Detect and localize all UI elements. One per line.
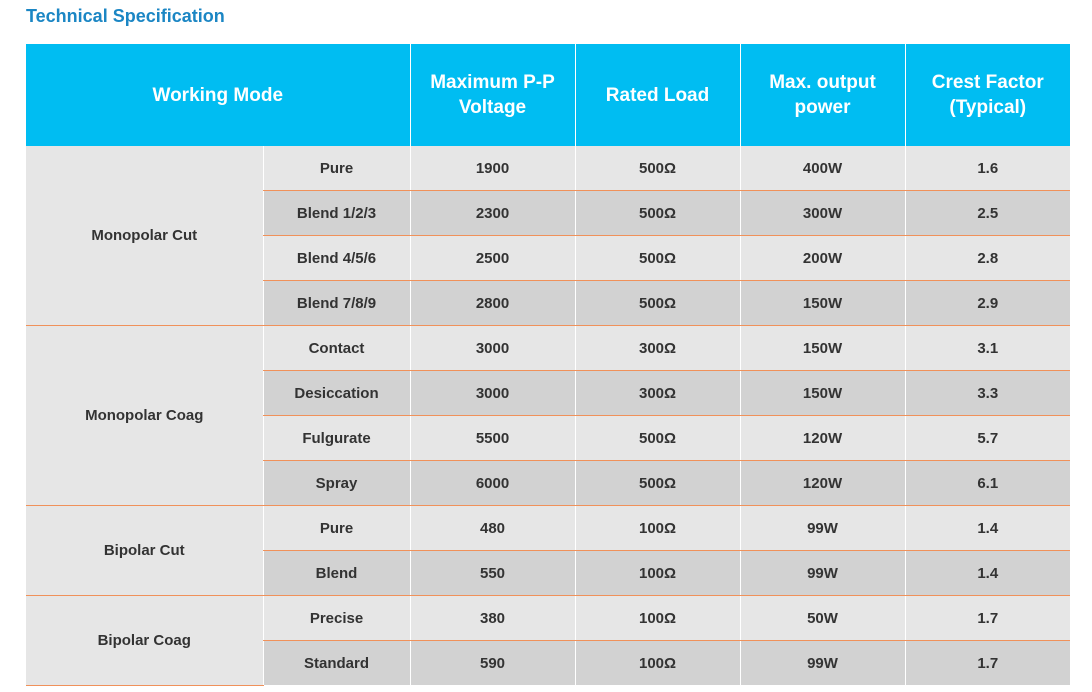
table-row: Desiccation 3000 300Ω 150W 3.3 bbox=[26, 370, 1071, 416]
value-cell: 6000 bbox=[409, 460, 576, 506]
value-cell: 2500 bbox=[409, 235, 576, 281]
table-row: Blend 550 100Ω 99W 1.4 bbox=[26, 550, 1071, 596]
value-cell: 150W bbox=[739, 280, 906, 326]
value-cell: 400W bbox=[739, 146, 906, 191]
value-cell: 1.7 bbox=[904, 640, 1071, 685]
mode-cell: Blend bbox=[262, 550, 411, 596]
value-cell: 3.1 bbox=[904, 325, 1071, 371]
title: Technical Specification bbox=[26, 6, 225, 26]
value-cell: 5500 bbox=[409, 415, 576, 461]
column-header: Crest Factor (Typical) bbox=[904, 44, 1071, 146]
table-row: Monopolar Coag Contact 3000 300Ω 150W 3.1 bbox=[26, 325, 1071, 506]
table-row: Spray 6000 500Ω 120W 6.1 bbox=[26, 460, 1071, 506]
value-cell: 550 bbox=[409, 550, 576, 596]
header-row: Working Mode Maximum P-P Voltage Rated L… bbox=[26, 44, 1071, 146]
value-cell: 3000 bbox=[409, 325, 576, 371]
value-cell: 120W bbox=[739, 460, 906, 506]
mode-cell: Pure bbox=[262, 505, 411, 551]
mode-cell: Blend 1/2/3 bbox=[262, 190, 411, 236]
column-header: Maximum P-P Voltage bbox=[409, 44, 576, 146]
value-cell: 100Ω bbox=[574, 595, 741, 641]
column-header: Rated Load bbox=[574, 44, 741, 146]
value-cell: 2800 bbox=[409, 280, 576, 326]
column-header: Working Mode bbox=[26, 44, 411, 146]
value-cell: 3.3 bbox=[904, 370, 1071, 416]
value-cell: 1.4 bbox=[904, 550, 1071, 596]
value-cell: 2.5 bbox=[904, 190, 1071, 236]
table-row: Bipolar Cut Pure 480 100Ω 99W 1.4 bbox=[26, 505, 1071, 596]
spec-table: Working Mode Maximum P-P Voltage Rated L… bbox=[26, 44, 1071, 686]
value-cell: 500Ω bbox=[574, 235, 741, 281]
value-cell: 50W bbox=[739, 595, 906, 641]
value-cell: 100Ω bbox=[574, 505, 741, 551]
value-cell: 590 bbox=[409, 640, 576, 685]
value-cell: 99W bbox=[739, 640, 906, 685]
value-cell: 2.9 bbox=[904, 280, 1071, 326]
table-row: Fulgurate 5500 500Ω 120W 5.7 bbox=[26, 415, 1071, 461]
mode-cell: Standard bbox=[262, 640, 411, 685]
mode-cell: Blend 4/5/6 bbox=[262, 235, 411, 281]
mode-cell: Blend 7/8/9 bbox=[262, 280, 411, 326]
value-cell: 5.7 bbox=[904, 415, 1071, 461]
table-row: Standard 590 100Ω 99W 1.7 bbox=[26, 640, 1071, 685]
table-row: Blend 4/5/6 2500 500Ω 200W 2.8 bbox=[26, 235, 1071, 281]
value-cell: 100Ω bbox=[574, 640, 741, 685]
table-row: Monopolar Cut Pure 1900 500Ω 400W 1.6 bbox=[26, 146, 1071, 326]
value-cell: 3000 bbox=[409, 370, 576, 416]
mode-cell: Pure bbox=[262, 146, 411, 191]
value-cell: 6.1 bbox=[904, 460, 1071, 506]
group-cell: Monopolar Cut bbox=[26, 146, 263, 326]
mode-cell: Fulgurate bbox=[262, 415, 411, 461]
table-row: Blend 7/8/9 2800 500Ω 150W 2.9 bbox=[26, 280, 1071, 326]
value-cell: 500Ω bbox=[574, 415, 741, 461]
value-cell: 300Ω bbox=[574, 325, 741, 371]
value-cell: 100Ω bbox=[574, 550, 741, 596]
value-cell: 99W bbox=[739, 505, 906, 551]
value-cell: 1.6 bbox=[904, 146, 1071, 191]
value-cell: 500Ω bbox=[574, 280, 741, 326]
value-cell: 500Ω bbox=[574, 460, 741, 506]
value-cell: 1900 bbox=[409, 146, 576, 191]
value-cell: 500Ω bbox=[574, 146, 741, 191]
mode-cell: Contact bbox=[262, 325, 411, 371]
value-cell: 1.4 bbox=[904, 505, 1071, 551]
value-cell: 300W bbox=[739, 190, 906, 236]
column-header: Max. output power bbox=[739, 44, 906, 146]
group-cell: Bipolar Coag bbox=[26, 595, 263, 686]
group-cell: Bipolar Cut bbox=[26, 505, 263, 596]
value-cell: 480 bbox=[409, 505, 576, 551]
table-header: Working Mode Maximum P-P Voltage Rated L… bbox=[26, 44, 1071, 146]
value-cell: 380 bbox=[409, 595, 576, 641]
value-cell: 150W bbox=[739, 325, 906, 371]
table-body: Monopolar Cut Pure 1900 500Ω 400W 1.6 Blend 1/… bbox=[26, 146, 1071, 686]
value-cell: 500Ω bbox=[574, 190, 741, 236]
value-cell: 200W bbox=[739, 235, 906, 281]
table-row: Bipolar Coag Precise 380 100Ω 50W 1.7 bbox=[26, 595, 1071, 686]
table-row: Blend 1/2/3 2300 500Ω 300W 2.5 bbox=[26, 190, 1071, 236]
group-cell: Monopolar Coag bbox=[26, 325, 263, 506]
value-cell: 99W bbox=[739, 550, 906, 596]
value-cell: 1.7 bbox=[904, 595, 1071, 641]
value-cell: 150W bbox=[739, 370, 906, 416]
value-cell: 2300 bbox=[409, 190, 576, 236]
value-cell: 2.8 bbox=[904, 235, 1071, 281]
mode-cell: Precise bbox=[262, 595, 411, 641]
mode-cell: Spray bbox=[262, 460, 411, 506]
value-cell: 120W bbox=[739, 415, 906, 461]
mode-cell: Desiccation bbox=[262, 370, 411, 416]
value-cell: 300Ω bbox=[574, 370, 741, 416]
